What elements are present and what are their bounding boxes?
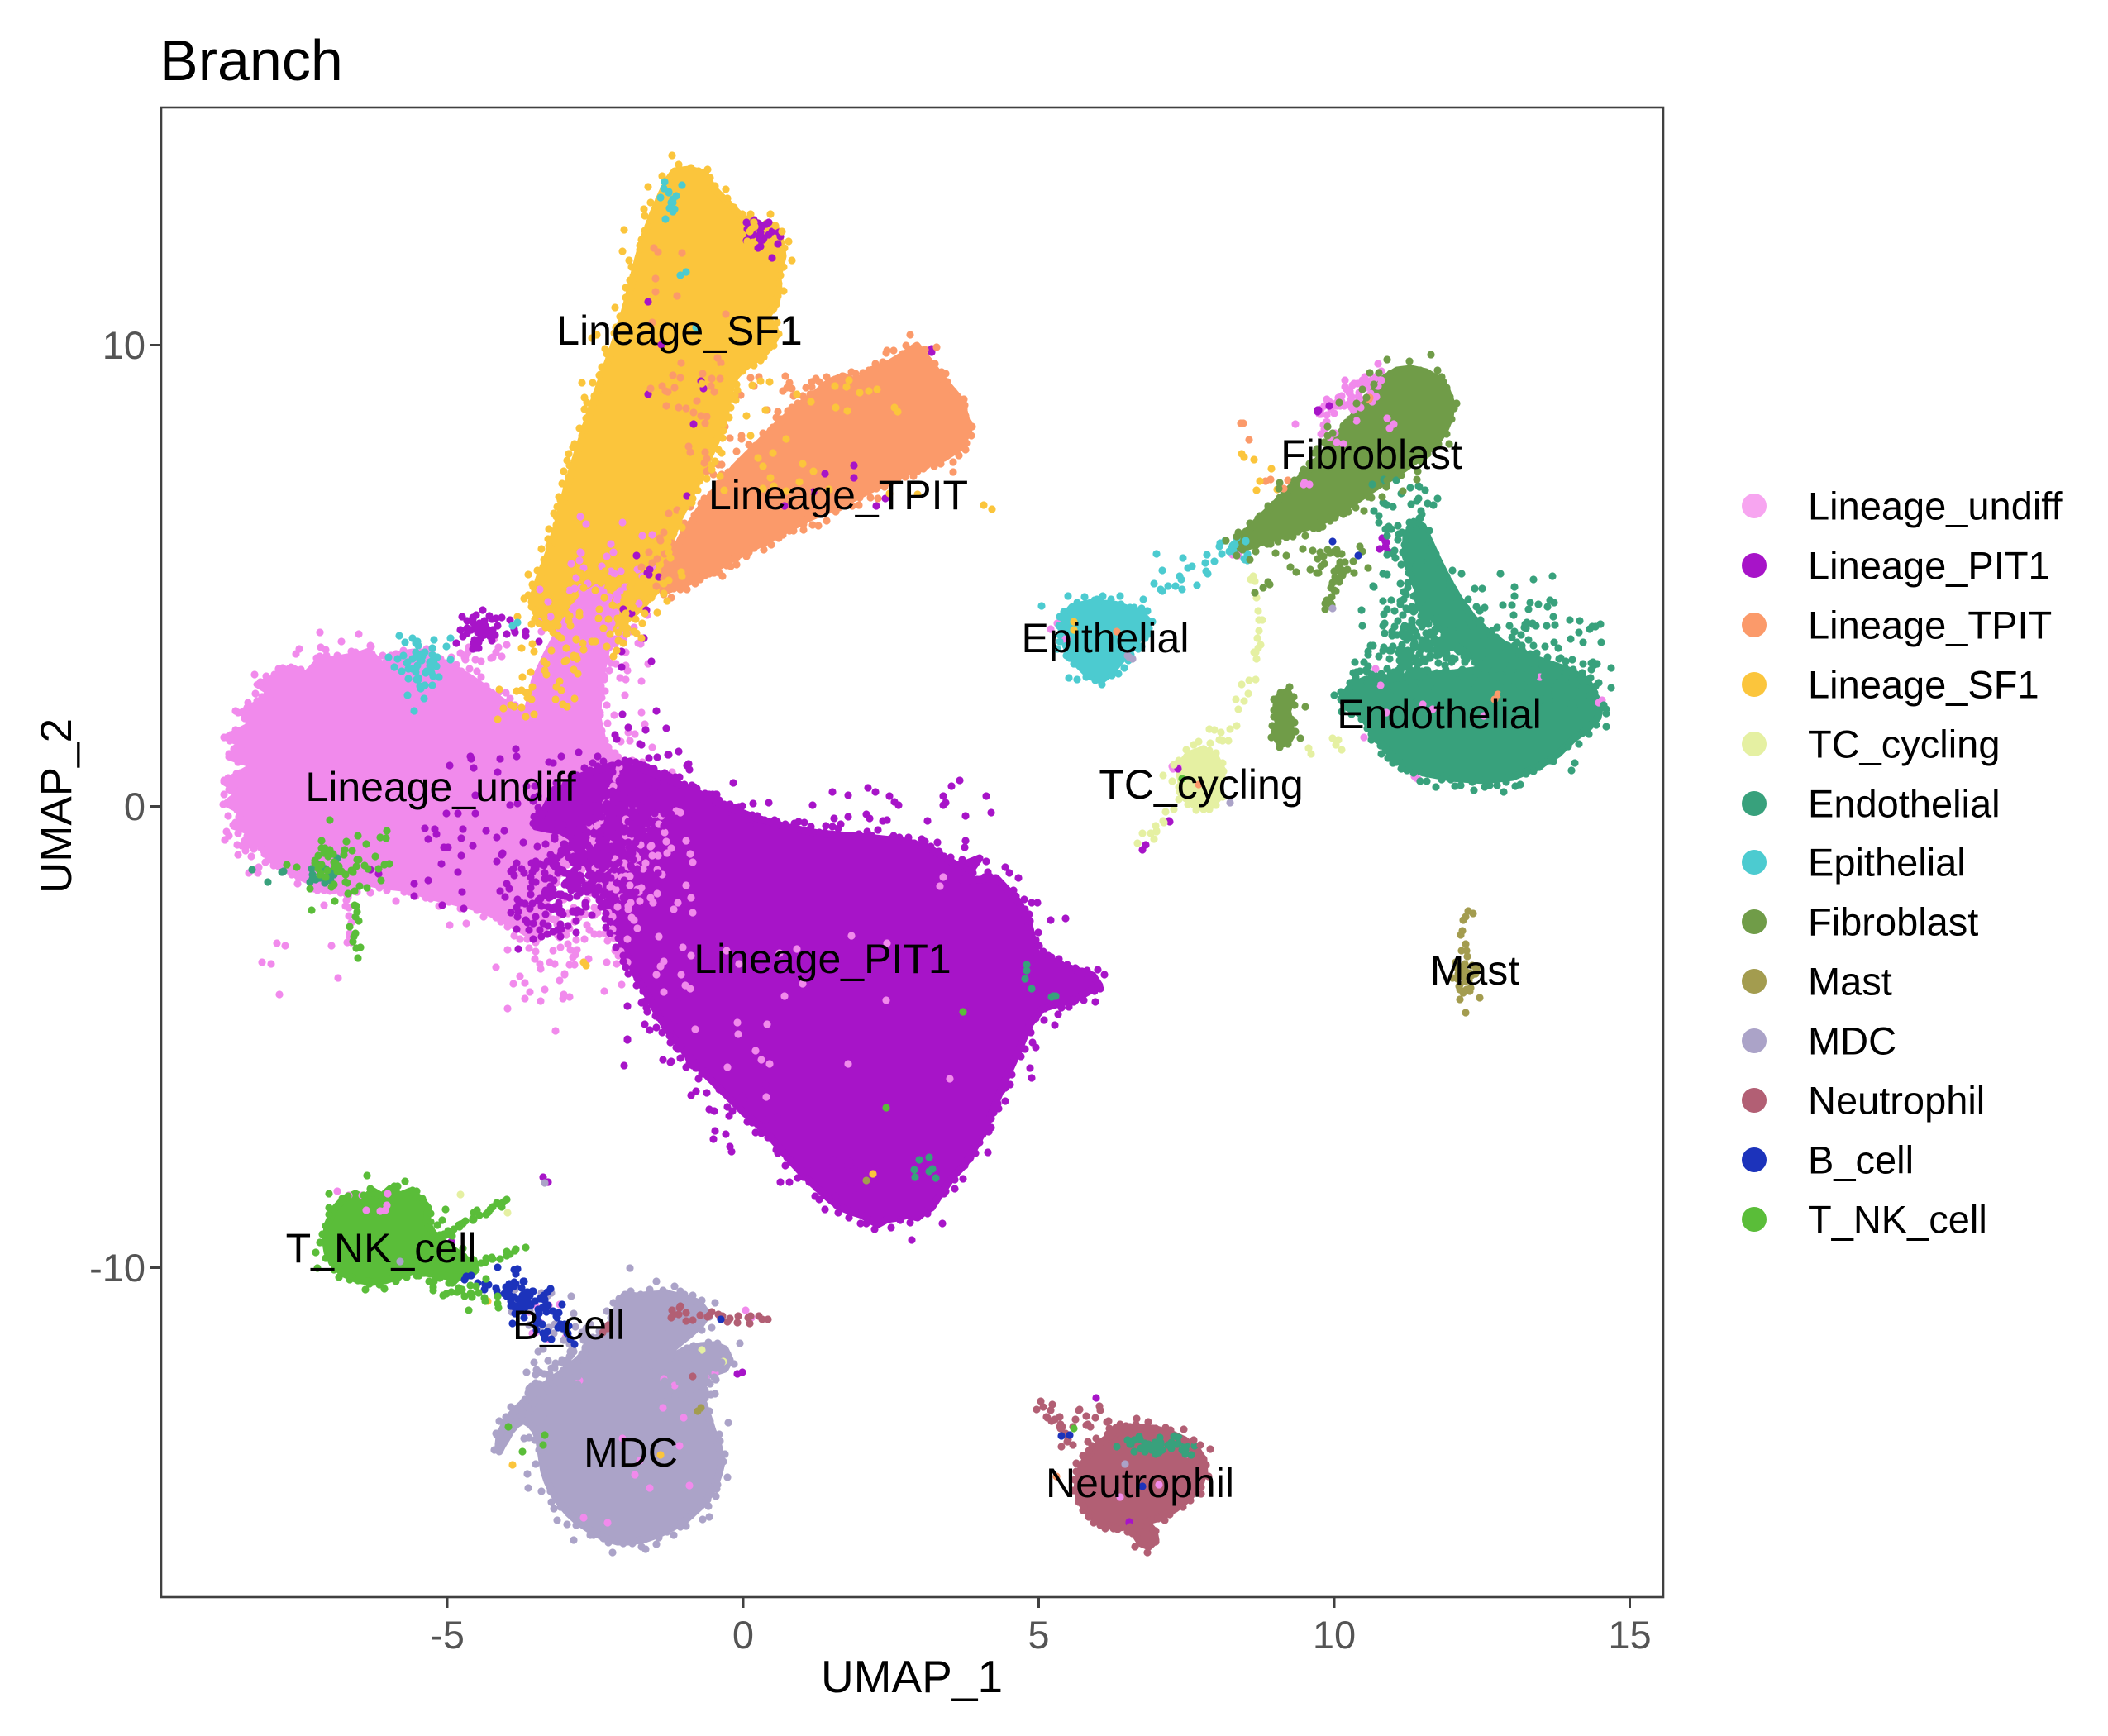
svg-text:Endothelial: Endothelial	[1808, 782, 2001, 826]
svg-text:0: 0	[732, 1613, 754, 1657]
svg-text:Lineage_undiff: Lineage_undiff	[305, 764, 575, 810]
svg-text:Branch: Branch	[160, 28, 343, 93]
svg-text:-10: -10	[89, 1246, 145, 1290]
svg-text:15: 15	[1608, 1613, 1651, 1657]
svg-text:UMAP_2: UMAP_2	[32, 718, 81, 894]
svg-text:Lineage_TPIT: Lineage_TPIT	[708, 472, 968, 518]
svg-text:TC_cycling: TC_cycling	[1808, 723, 2000, 766]
svg-text:Endothelial: Endothelial	[1337, 691, 1541, 737]
svg-text:Fibroblast: Fibroblast	[1808, 900, 1978, 944]
svg-text:Neutrophil: Neutrophil	[1808, 1079, 1985, 1123]
svg-text:MDC: MDC	[584, 1429, 678, 1476]
svg-text:Neutrophil: Neutrophil	[1046, 1460, 1234, 1506]
svg-text:MDC: MDC	[1808, 1019, 1896, 1063]
svg-text:0: 0	[124, 785, 145, 828]
svg-text:UMAP_1: UMAP_1	[821, 1651, 1003, 1702]
svg-text:Lineage_undiff: Lineage_undiff	[1808, 484, 2063, 528]
svg-text:Epithelial: Epithelial	[1022, 615, 1190, 661]
svg-text:T_NK_cell: T_NK_cell	[1808, 1198, 1987, 1242]
svg-text:10: 10	[103, 323, 145, 367]
svg-text:Lineage_PIT1: Lineage_PIT1	[694, 936, 951, 982]
svg-text:Lineage_TPIT: Lineage_TPIT	[1808, 603, 2052, 647]
svg-text:Lineage_PIT1: Lineage_PIT1	[1808, 544, 2050, 588]
svg-text:Lineage_SF1: Lineage_SF1	[1808, 663, 2039, 707]
svg-text:T_NK_cell: T_NK_cell	[286, 1225, 477, 1271]
svg-text:Lineage_SF1: Lineage_SF1	[556, 308, 802, 354]
svg-text:B_cell: B_cell	[513, 1302, 625, 1348]
svg-text:TC_cycling: TC_cycling	[1099, 761, 1303, 808]
svg-text:Mast: Mast	[1430, 947, 1519, 994]
svg-text:Mast: Mast	[1808, 960, 1892, 1004]
svg-text:Epithelial: Epithelial	[1808, 841, 1966, 885]
svg-text:B_cell: B_cell	[1808, 1138, 1914, 1182]
svg-text:5: 5	[1028, 1613, 1049, 1657]
svg-text:10: 10	[1313, 1613, 1356, 1657]
svg-text:-5: -5	[430, 1613, 465, 1657]
svg-text:Fibroblast: Fibroblast	[1281, 432, 1462, 478]
